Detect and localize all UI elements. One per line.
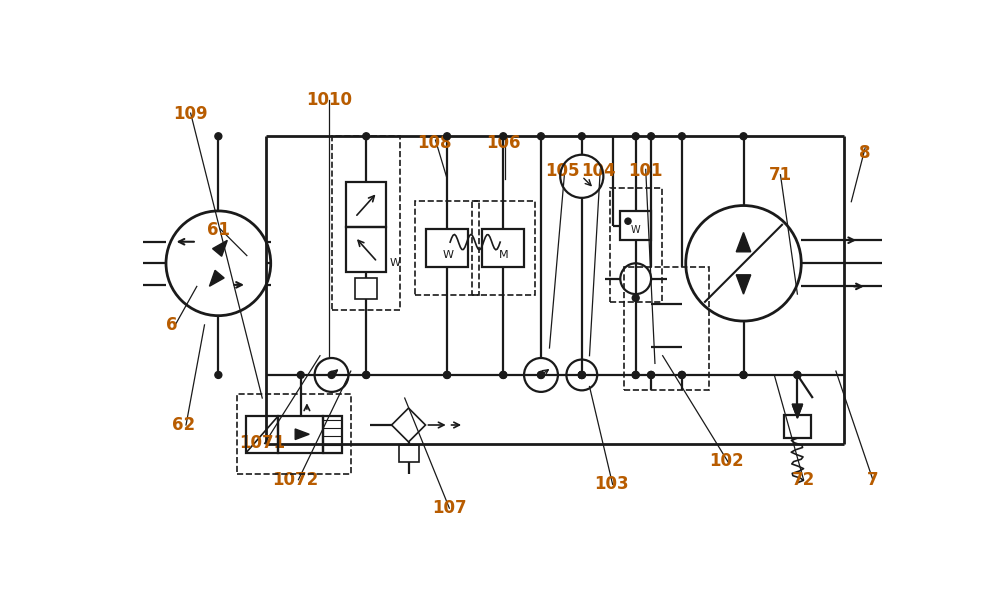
Text: 107: 107 [432,499,467,517]
Text: 103: 103 [594,475,628,493]
Circle shape [297,372,304,378]
Circle shape [632,294,639,301]
Bar [426,229,468,267]
Circle shape [625,218,631,224]
Circle shape [538,133,544,140]
Circle shape [444,372,451,378]
Text: 108: 108 [417,135,451,152]
Text: 71: 71 [769,166,792,184]
Polygon shape [793,406,802,418]
Circle shape [363,372,370,378]
Circle shape [328,372,335,378]
Polygon shape [736,275,751,294]
Bar [332,136,400,310]
Circle shape [648,133,655,140]
Circle shape [740,133,747,140]
Text: 105: 105 [545,162,580,180]
Circle shape [678,372,685,378]
Text: 72: 72 [792,471,815,489]
Text: W: W [443,250,454,260]
Circle shape [578,372,585,378]
Text: 102: 102 [709,453,744,470]
Circle shape [632,372,639,378]
Polygon shape [736,232,751,252]
Bar [784,415,811,438]
Text: 104: 104 [581,162,616,180]
Bar [246,416,278,453]
Circle shape [538,372,544,378]
Text: 101: 101 [628,162,662,180]
Circle shape [215,133,222,140]
Bar [610,188,662,302]
Circle shape [215,372,222,378]
Circle shape [740,372,747,378]
Circle shape [648,372,655,378]
Bar [620,211,651,240]
Circle shape [500,372,507,378]
Bar [482,229,524,267]
Circle shape [444,372,451,378]
Circle shape [500,372,507,378]
Bar [472,201,535,295]
Polygon shape [792,404,803,418]
Bar [346,182,386,227]
Text: 8: 8 [859,143,871,162]
Circle shape [632,133,639,140]
Circle shape [678,372,685,378]
Text: W: W [389,258,400,268]
Bar [415,201,479,295]
Bar [323,416,342,453]
Circle shape [363,133,370,140]
Circle shape [363,372,370,378]
Polygon shape [213,240,227,256]
Text: 61: 61 [207,221,230,239]
Text: 1071: 1071 [239,434,285,453]
Text: W: W [631,225,641,235]
Text: 7: 7 [867,471,879,489]
Circle shape [500,133,507,140]
Bar [355,278,377,300]
Text: 1072: 1072 [272,471,318,489]
Text: 109: 109 [173,105,208,123]
Circle shape [794,372,801,378]
Circle shape [648,372,655,378]
Text: 106: 106 [486,135,521,152]
Circle shape [794,372,801,378]
Circle shape [578,372,585,378]
Circle shape [578,133,585,140]
Bar [624,267,709,391]
Text: 1010: 1010 [306,91,352,109]
Bar [278,416,323,453]
Bar [399,445,419,462]
Circle shape [578,372,585,378]
Circle shape [444,133,451,140]
Bar [346,227,386,272]
Bar [237,394,351,474]
Circle shape [632,372,639,378]
Text: M: M [499,250,509,260]
Circle shape [578,372,585,378]
Text: 62: 62 [172,416,195,434]
Circle shape [740,372,747,378]
Polygon shape [209,270,224,286]
Circle shape [538,372,544,378]
Circle shape [678,133,685,140]
Polygon shape [295,429,309,440]
Text: 6: 6 [166,316,178,334]
